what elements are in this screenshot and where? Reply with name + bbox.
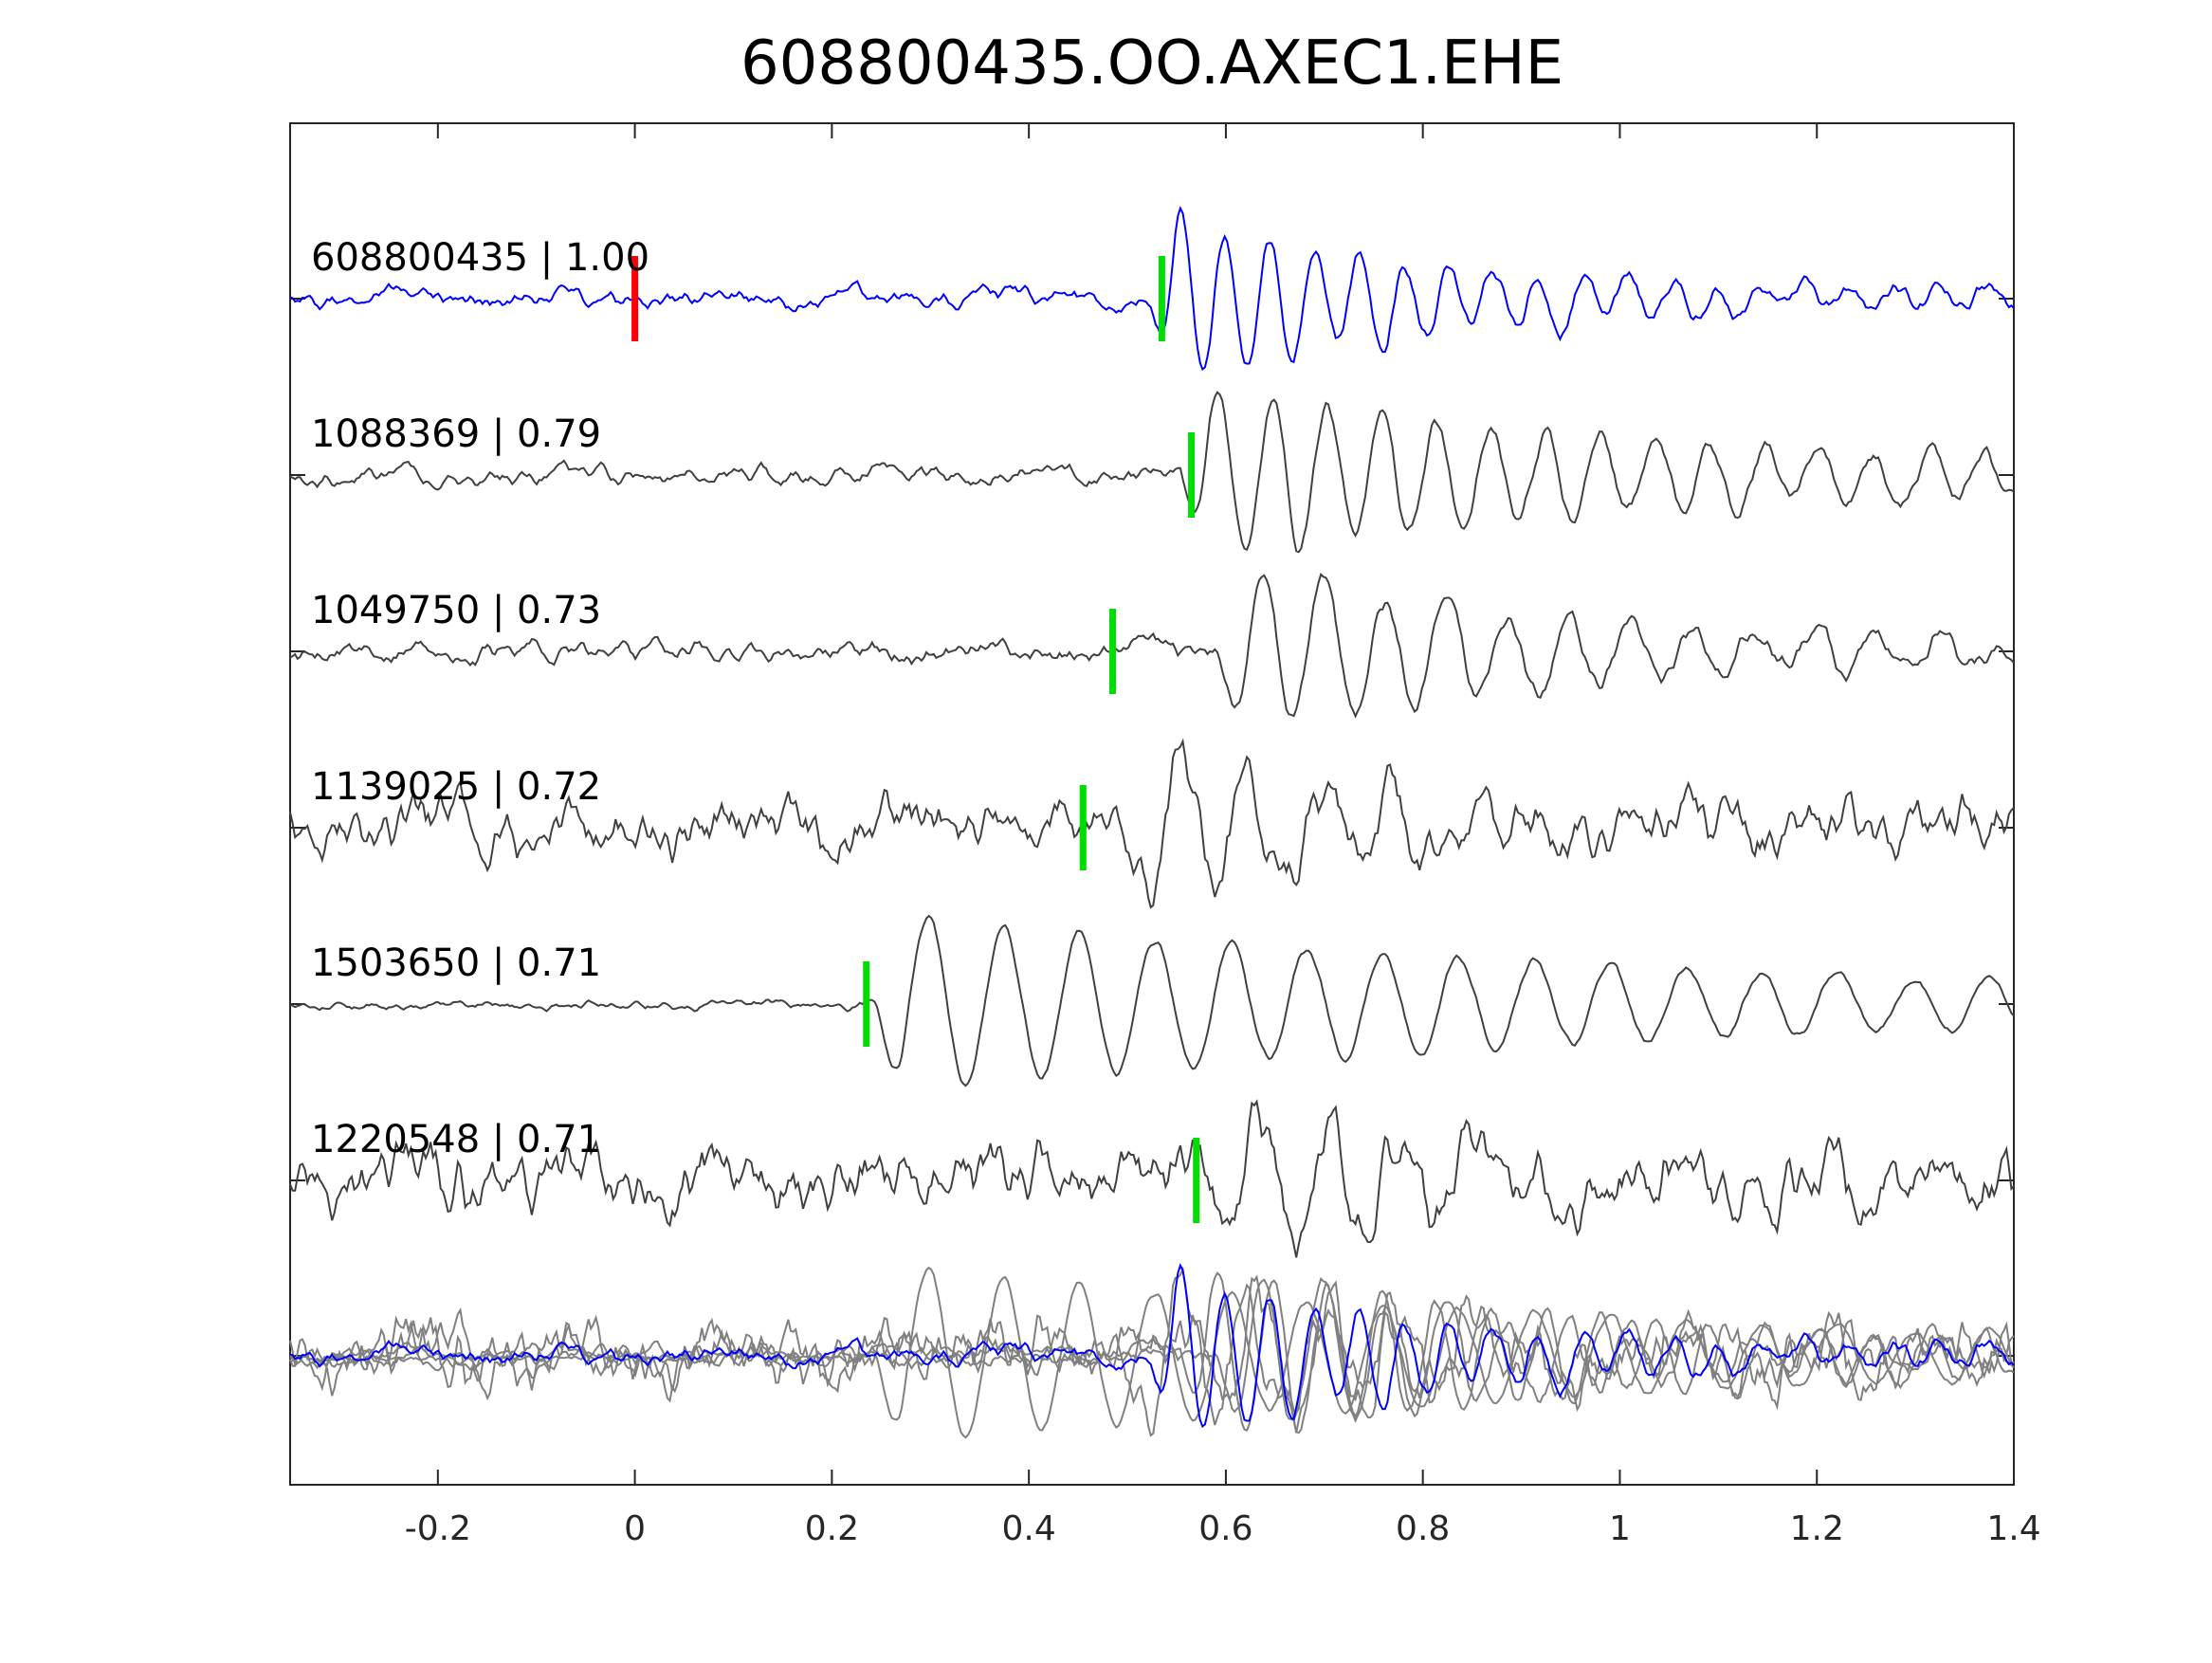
- overlay-template-line: [289, 1263, 2015, 1429]
- x-tick-label: 0.4: [1002, 1509, 1056, 1548]
- trace-label: 1139025 | 0.72: [311, 765, 601, 809]
- trace-line: [289, 914, 2015, 1087]
- trace-label: 1220548 | 0.71: [311, 1118, 601, 1161]
- chart-title: 608800435.OO.AXEC1.EHE: [740, 28, 1564, 99]
- trace-line: [289, 738, 2015, 909]
- overlay-match-line: [289, 1266, 2015, 1439]
- trace-group: 1503650 | 0.71: [289, 914, 2015, 1087]
- overlay-group: [289, 1263, 2015, 1439]
- x-tick-label: 0.8: [1396, 1509, 1450, 1548]
- trace-label: 1049750 | 0.73: [311, 589, 601, 632]
- x-tick-label: 1: [1609, 1509, 1631, 1548]
- x-tick-label: 0.6: [1198, 1509, 1252, 1548]
- x-tick-label: 1.2: [1790, 1509, 1844, 1548]
- x-tick-label: -0.2: [405, 1509, 471, 1548]
- x-tick-label: 1.4: [1986, 1509, 2040, 1548]
- trace-label: 1503650 | 0.71: [311, 941, 601, 985]
- trace-label: 1088369 | 0.79: [311, 412, 601, 456]
- trace-line: [289, 391, 2015, 554]
- trace-group: 1139025 | 0.72: [289, 738, 2015, 909]
- x-tick-label: 0.2: [805, 1509, 859, 1548]
- trace-line: [289, 1099, 2015, 1258]
- trace-group: 608800435 | 1.00: [289, 206, 2015, 372]
- trace-group: 1220548 | 0.71: [289, 1099, 2015, 1258]
- plot-area-frame: [289, 122, 2015, 1486]
- trace-group: 1088369 | 0.79: [289, 391, 2015, 554]
- overlay-match-line: [289, 1266, 2015, 1437]
- trace-group: 1049750 | 0.73: [289, 573, 2015, 719]
- trace-label: 608800435 | 1.00: [311, 236, 649, 280]
- x-tick-label: 0: [624, 1509, 646, 1548]
- trace-line: [289, 573, 2015, 719]
- trace-line: [289, 206, 2015, 372]
